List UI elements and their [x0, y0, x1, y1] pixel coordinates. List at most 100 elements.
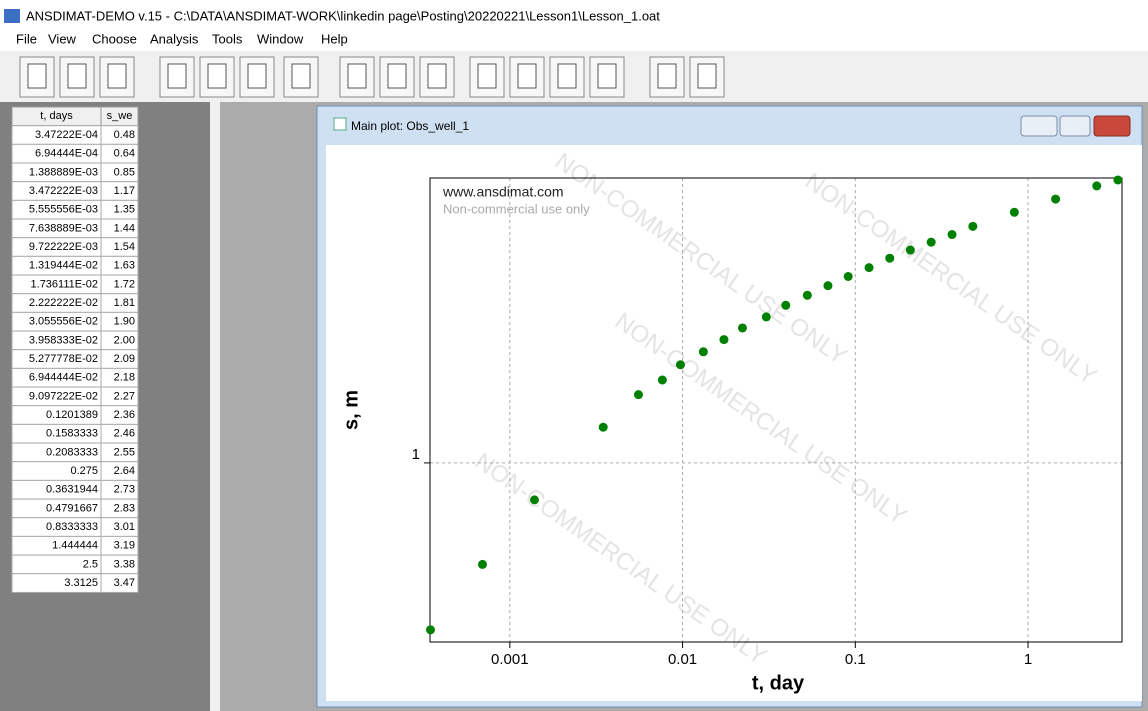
cell-text: 3.472222E-03: [29, 185, 98, 197]
cell-text: 2.46: [114, 428, 135, 440]
cell-text: 0.275: [70, 465, 98, 477]
close-button[interactable]: [1094, 116, 1130, 136]
cell-text: 2.222222E-02: [29, 297, 98, 309]
data-point: [478, 560, 487, 569]
data-table: t, days s_we 3.47222E-04 0.48 6.94444E-04 0.6…: [12, 107, 138, 592]
x-axis-label: t, day: [752, 672, 805, 694]
cell-text: 3.19: [114, 540, 135, 552]
button-icon: [168, 64, 186, 88]
data-point: [634, 390, 643, 399]
cell-text: 3.47: [114, 577, 135, 589]
cell-text: 2.00: [114, 334, 135, 346]
cell-text: 1.90: [114, 316, 135, 328]
button-icon: [558, 64, 576, 88]
data-point: [803, 291, 812, 300]
cell-text: 1.17: [114, 185, 135, 197]
cell-text: 2.18: [114, 372, 135, 384]
annotation: Non-commercial use only: [443, 201, 590, 216]
cell-text: 0.64: [114, 148, 135, 160]
header-text: s_we: [107, 110, 133, 122]
data-point: [426, 625, 435, 634]
cell-text: 6.944444E-02: [29, 372, 98, 384]
cell-text: 3.3125: [64, 577, 98, 589]
data-point: [599, 423, 608, 432]
cell-text: 1.44: [114, 222, 135, 234]
cell-text: 2.27: [114, 390, 135, 402]
cell-text: 3.055556E-02: [29, 316, 98, 328]
cell-text: 0.8333333: [46, 521, 98, 533]
cell-text: 3.958333E-02: [29, 334, 98, 346]
menu-item[interactable]: Analysis: [150, 31, 199, 46]
button-icon: [292, 64, 310, 88]
cell-text: 3.38: [114, 558, 135, 570]
button-icon: [478, 64, 496, 88]
cell-text: 2.36: [114, 409, 135, 421]
cell-text: 0.4791667: [46, 502, 98, 514]
data-point: [781, 301, 790, 310]
data-point: [948, 230, 957, 239]
menu-item[interactable]: File: [16, 31, 37, 46]
button-icon: [28, 64, 46, 88]
window-title: ANSDIMAT-DEMO v.15 - C:\DATA\ANSDIMAT-WO…: [26, 8, 660, 23]
cell-text: 0.48: [114, 129, 135, 141]
menu-item[interactable]: Window: [257, 31, 304, 46]
minimize-button[interactable]: [1021, 116, 1057, 136]
data-point: [823, 281, 832, 290]
cell-text: 1.388889E-03: [29, 166, 98, 178]
menu-item[interactable]: Choose: [92, 31, 137, 46]
y-axis-label: s, m: [340, 390, 362, 430]
cell-text: 2.5: [83, 558, 98, 570]
cell-text: 3.47222E-04: [35, 129, 98, 141]
cell-text: 5.277778E-02: [29, 353, 98, 365]
data-point: [885, 254, 894, 263]
data-point: [676, 360, 685, 369]
cell-text: 3.01: [114, 521, 135, 533]
button-icon: [698, 64, 716, 88]
cell-text: 6.94444E-04: [35, 148, 98, 160]
data-point: [738, 323, 747, 332]
cell-text: 2.73: [114, 484, 135, 496]
data-point: [968, 222, 977, 231]
data-point: [719, 335, 728, 344]
data-point: [699, 347, 708, 356]
cell-text: 0.1583333: [46, 428, 98, 440]
menu-bar: File View Choose Analysis Tools Window Help: [16, 31, 348, 46]
data-point: [927, 238, 936, 247]
button-icon: [658, 64, 676, 88]
button-icon: [248, 64, 266, 88]
plot-icon: [334, 118, 346, 130]
data-point: [865, 263, 874, 272]
x-tick-label: 0.1: [845, 651, 866, 668]
button-icon: [68, 64, 86, 88]
cell-text: 1.444444: [52, 540, 98, 552]
cell-text: 1.72: [114, 278, 135, 290]
cell-text: 9.722222E-03: [29, 241, 98, 253]
menu-item[interactable]: Tools: [212, 31, 243, 46]
data-point: [1051, 195, 1060, 204]
header-text: t, days: [40, 110, 73, 122]
menu-item[interactable]: View: [48, 31, 77, 46]
menu-item[interactable]: Help: [321, 31, 348, 46]
data-point: [1113, 175, 1122, 184]
cell-text: 1.81: [114, 297, 135, 309]
cell-text: 0.2083333: [46, 446, 98, 458]
cell-text: 1.35: [114, 204, 135, 216]
data-point: [1010, 208, 1019, 217]
data-point: [906, 246, 915, 255]
data-point: [844, 272, 853, 281]
button-icon: [428, 64, 446, 88]
splitter: [210, 102, 220, 711]
plot-area: [326, 145, 1142, 701]
button-icon: [108, 64, 126, 88]
plot-window-title: Main plot: Obs_well_1: [351, 119, 469, 133]
cell-text: 5.555556E-03: [29, 204, 98, 216]
cell-text: 9.097222E-02: [29, 390, 98, 402]
cell-text: 1.63: [114, 260, 135, 272]
app-icon: [4, 9, 20, 23]
cell-text: 2.64: [114, 465, 135, 477]
cell-text: 0.1201389: [46, 409, 98, 421]
cell-text: 1.54: [114, 241, 135, 253]
cell-text: 2.09: [114, 353, 135, 365]
maximize-button[interactable]: [1060, 116, 1090, 136]
button-icon: [348, 64, 366, 88]
